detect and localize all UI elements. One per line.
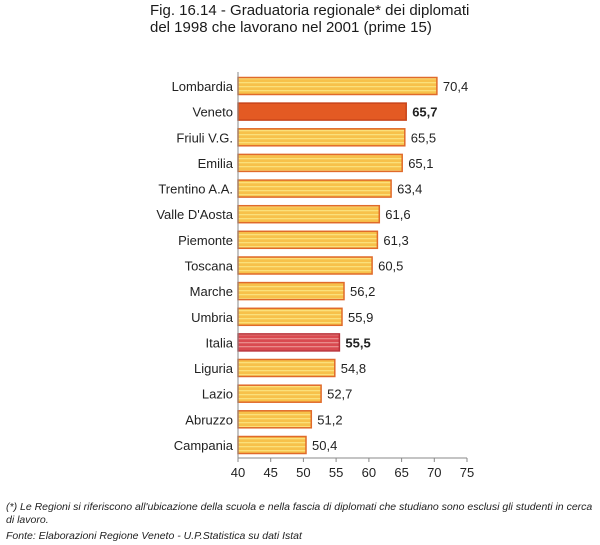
value-label-piemonte: 61,3 [383, 233, 408, 248]
category-label-lombardia: Lombardia [172, 79, 234, 94]
chart-title-line-1: Fig. 16.14 - Graduatoria regionale* dei … [150, 2, 470, 19]
category-label-veneto: Veneto [193, 105, 234, 120]
value-label-lombardia: 70,4 [443, 79, 468, 94]
value-label-veneto: 65,7 [412, 105, 437, 120]
value-label-valle-d-aosta: 61,6 [385, 207, 410, 222]
bar-marche [237, 281, 345, 301]
category-label-friuli-v-g: Friuli V.G. [176, 130, 233, 145]
bar-veneto [237, 102, 407, 121]
value-label-friuli-v-g: 65,5 [411, 130, 436, 145]
bar-italia [237, 333, 341, 352]
bar-piemonte [237, 230, 379, 250]
value-label-umbria: 55,9 [348, 310, 373, 325]
x-tick-label-70: 70 [427, 465, 441, 480]
category-label-umbria: Umbria [191, 310, 234, 325]
chart-title-line-2: del 1998 che lavorano nel 2001 (prime 15… [150, 19, 432, 36]
bar-valle-d-aosta [237, 204, 381, 224]
category-label-italia: Italia [206, 335, 234, 350]
x-tick-label-40: 40 [231, 465, 245, 480]
bar-abruzzo [237, 410, 313, 429]
x-tick-label-55: 55 [329, 465, 343, 480]
bar-toscana [237, 256, 373, 275]
value-label-marche: 56,2 [350, 284, 375, 299]
category-label-abruzzo: Abruzzo [185, 412, 233, 427]
bar-umbria [237, 307, 343, 327]
bar-liguria [237, 358, 336, 378]
category-label-toscana: Toscana [185, 259, 234, 274]
bar-emilia [237, 153, 403, 173]
value-label-trentino-a-a: 63,4 [397, 182, 422, 197]
value-label-lazio: 52,7 [327, 387, 352, 402]
chart-title: Fig. 16.14 - Graduatoria regionale* dei … [150, 2, 480, 36]
bar-lazio [237, 384, 322, 403]
x-tick-label-65: 65 [394, 465, 408, 480]
x-tick-label-75: 75 [460, 465, 474, 480]
category-label-piemonte: Piemonte [178, 233, 233, 248]
footnote: (*) Le Regioni si riferiscono all'ubicaz… [6, 501, 593, 526]
bar-trentino-a-a [237, 179, 392, 198]
category-label-emilia: Emilia [198, 156, 234, 171]
x-tick-label-45: 45 [263, 465, 277, 480]
category-label-liguria: Liguria [194, 361, 234, 376]
bar-lombardia [237, 76, 438, 96]
x-tick-label-60: 60 [362, 465, 376, 480]
value-label-liguria: 54,8 [341, 361, 366, 376]
category-label-campania: Campania [174, 438, 234, 453]
value-label-campania: 50,4 [312, 438, 337, 453]
category-label-lazio: Lazio [202, 387, 233, 402]
bar-chart: Lombardia 70,4 Veneto 65,7 Friuli V.G. 65,5 Em… [156, 72, 474, 480]
value-label-italia: 55,5 [345, 335, 370, 350]
bar-friuli-v-g [237, 128, 406, 147]
value-label-toscana: 60,5 [378, 259, 403, 274]
category-label-marche: Marche [190, 284, 233, 299]
value-label-emilia: 65,1 [408, 156, 433, 171]
source-note: Fonte: Elaborazioni Regione Veneto - U.P… [6, 530, 302, 542]
bar-campania [237, 435, 307, 455]
value-label-abruzzo: 51,2 [317, 412, 342, 427]
x-tick-label-50: 50 [296, 465, 310, 480]
category-label-valle-d-aosta: Valle D'Aosta [156, 207, 233, 222]
category-label-trentino-a-a: Trentino A.A. [158, 182, 233, 197]
